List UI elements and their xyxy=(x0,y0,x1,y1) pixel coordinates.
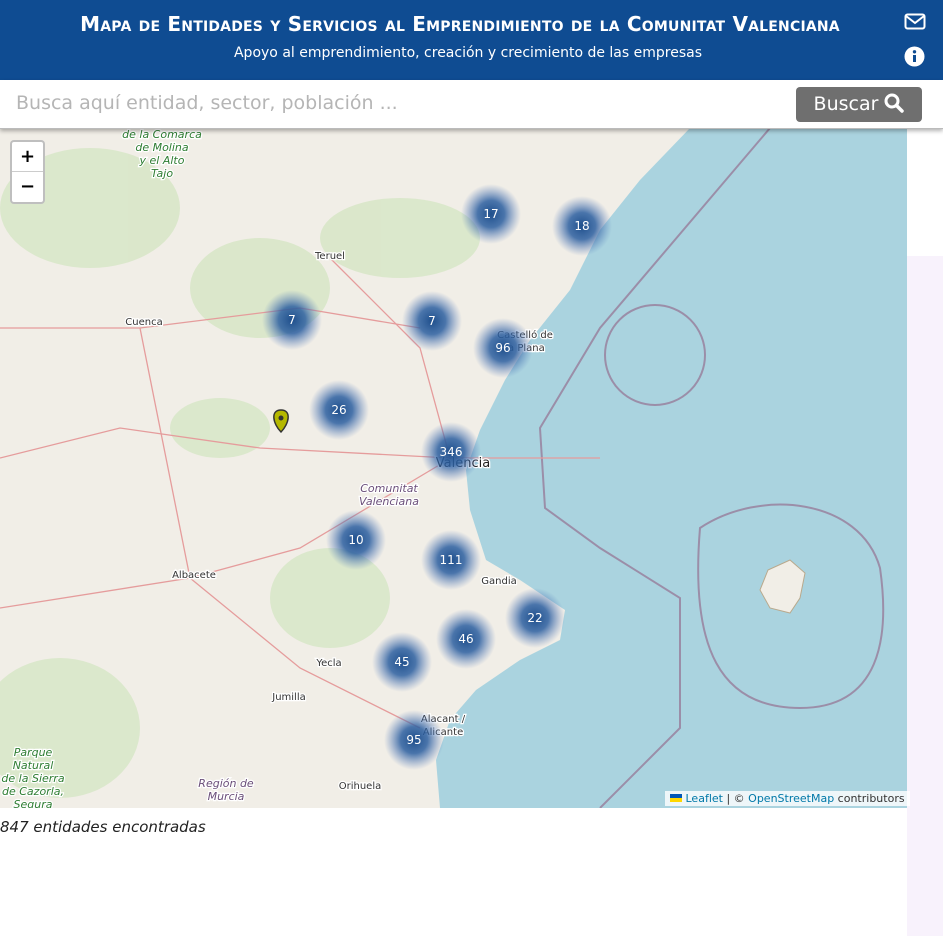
place-label: Segura xyxy=(14,798,53,808)
search-bar: Busca aquí entidad, sector, población ..… xyxy=(0,80,943,129)
cluster[interactable]: 95 xyxy=(384,710,444,770)
attribution-sep: | © xyxy=(722,792,749,805)
marker-dot xyxy=(278,415,284,421)
place-label: de la Comarca xyxy=(122,128,202,141)
attribution: Leaflet | © OpenStreetMap contributors xyxy=(665,791,910,806)
leaflet-link[interactable]: Leaflet xyxy=(685,792,723,805)
cluster-halo xyxy=(473,318,533,378)
boundaries xyxy=(538,127,885,809)
zoom-in[interactable]: + xyxy=(12,142,43,172)
cluster-halo xyxy=(436,609,496,669)
cluster-halo xyxy=(326,510,386,570)
vegetation xyxy=(0,148,480,798)
cluster-halo xyxy=(421,530,481,590)
cluster-count: 26 xyxy=(331,403,346,417)
cluster-halo xyxy=(262,290,322,350)
place-label: Parque xyxy=(14,746,53,759)
place-label: y el Alto xyxy=(139,154,185,167)
place-label: Región de xyxy=(198,777,254,790)
place-label: Albacete xyxy=(172,570,216,581)
cluster[interactable]: 46 xyxy=(436,609,496,669)
cluster-halo xyxy=(309,380,369,440)
cluster[interactable]: 18 xyxy=(552,196,612,256)
place-label: de Cazorla, xyxy=(2,785,64,798)
search-icon xyxy=(884,93,905,113)
cluster[interactable]: 7 xyxy=(262,290,322,350)
cluster-count: 96 xyxy=(495,341,510,355)
mail-icon[interactable] xyxy=(904,13,926,31)
cluster[interactable]: 45 xyxy=(372,632,432,692)
cluster-halo xyxy=(461,184,521,244)
attribution-text: contributors xyxy=(834,792,905,805)
search-button[interactable]: Buscar xyxy=(796,87,922,122)
cluster[interactable]: 111 xyxy=(421,530,481,590)
place-label: Jumilla xyxy=(271,692,306,703)
cluster[interactable]: 17 xyxy=(461,184,521,244)
place-label: Gandia xyxy=(481,576,516,587)
cluster-halo xyxy=(505,588,565,648)
osm-link[interactable]: OpenStreetMap xyxy=(748,792,835,805)
button-label: Buscar xyxy=(813,93,879,115)
zoom-control: + − xyxy=(10,140,45,204)
cluster[interactable]: 7 xyxy=(402,291,462,351)
island xyxy=(759,559,806,614)
cluster-halo xyxy=(372,632,432,692)
cluster-count: 95 xyxy=(406,733,421,747)
place-label: Cuenca xyxy=(125,317,162,328)
cluster-halo xyxy=(552,196,612,256)
place-label: Yecla xyxy=(315,658,341,669)
cluster-count: 45 xyxy=(394,655,409,669)
place-label: Natural xyxy=(13,759,54,772)
cluster-halo xyxy=(402,291,462,351)
cluster-count: 22 xyxy=(527,611,542,625)
header: Mapa de Entidades y Servicios al Emprend… xyxy=(0,0,943,80)
cluster[interactable]: 22 xyxy=(505,588,565,648)
place-label: Tajo xyxy=(151,167,173,180)
search-input[interactable]: Busca aquí entidad, sector, población ..… xyxy=(16,92,398,114)
sea xyxy=(436,128,907,808)
title: Mapa de Entidades y Servicios al Emprend… xyxy=(80,12,840,36)
cluster[interactable]: 10 xyxy=(326,510,386,570)
cluster-count: 111 xyxy=(440,553,463,567)
marker[interactable] xyxy=(273,409,289,434)
info-icon[interactable] xyxy=(904,46,925,67)
flag xyxy=(670,794,682,802)
roads xyxy=(0,257,600,729)
cluster[interactable]: 346 xyxy=(421,422,481,482)
cluster-count: 346 xyxy=(440,445,463,459)
cluster-count: 46 xyxy=(458,632,473,646)
cluster-count: 18 xyxy=(574,219,589,233)
subtitle: Apoyo al emprendimiento, creación y crec… xyxy=(233,45,702,61)
result-count: 847 entidades encontradas xyxy=(0,818,206,836)
place-label: Valenciana xyxy=(359,495,419,508)
cluster-halo xyxy=(384,710,444,770)
map[interactable]: de la Comarca de Molina y el Alto Tajo Terue… xyxy=(0,127,943,936)
place-label: Comunitat xyxy=(360,482,418,495)
place-label: de Molina xyxy=(135,141,189,154)
zoom-out[interactable]: − xyxy=(19,176,36,197)
cluster-count: 7 xyxy=(428,314,436,328)
place-label: Orihuela xyxy=(339,781,382,792)
cluster[interactable]: 26 xyxy=(309,380,369,440)
clusters: 17 18 7 7 96 26 346 10 111 22 46 45 95 xyxy=(262,184,612,770)
cluster-halo xyxy=(421,422,481,482)
place-label: Teruel xyxy=(314,251,345,262)
place-label: Murcia xyxy=(208,790,245,803)
scroll-strip xyxy=(907,256,943,936)
cluster-count: 17 xyxy=(483,207,498,221)
place-label: de la Sierra xyxy=(1,772,64,785)
cluster[interactable]: 96 xyxy=(473,318,533,378)
cluster-count: 7 xyxy=(288,313,296,327)
cluster-count: 10 xyxy=(348,533,363,547)
